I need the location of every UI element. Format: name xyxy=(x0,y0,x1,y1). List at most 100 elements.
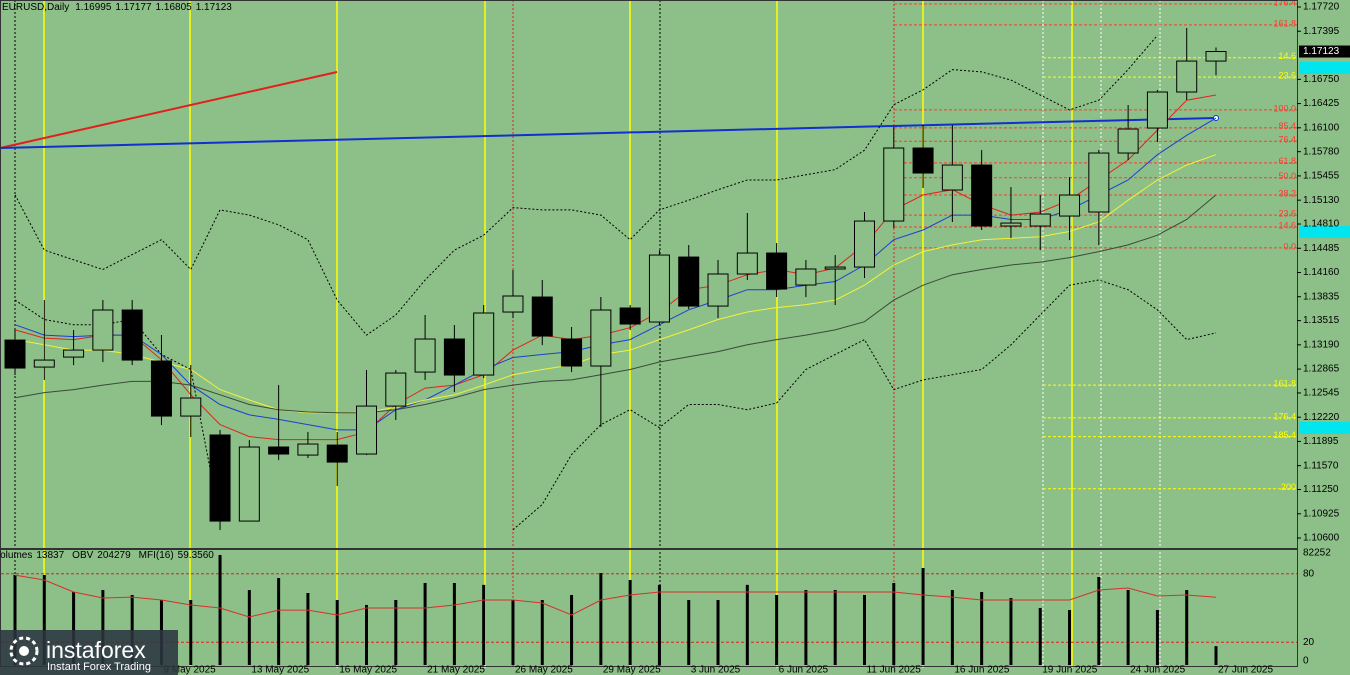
indicator-line xyxy=(14,154,1217,414)
fib-label: 200 xyxy=(1281,482,1296,492)
fib-label: 23.6 xyxy=(1278,208,1296,218)
candle-body xyxy=(4,339,26,369)
y-tick-label: 20 xyxy=(1303,637,1315,648)
y-tick-label: 1.12220 xyxy=(1303,412,1340,423)
candle-body xyxy=(268,446,290,455)
candle-body xyxy=(297,443,319,456)
candle-body xyxy=(824,266,846,270)
fib-label: 50.0 xyxy=(1278,171,1296,181)
readout-name: MFI(16) xyxy=(139,550,174,561)
candle-body xyxy=(1059,194,1081,217)
readout-value: 13837 xyxy=(36,550,64,561)
y-tick-label: 1.13515 xyxy=(1303,315,1340,326)
candle-body xyxy=(473,312,495,376)
candle-body xyxy=(1000,222,1022,227)
y-tick-label: 1.17720 xyxy=(1303,2,1340,13)
symbol: EURUSD,Daily xyxy=(2,2,69,13)
plot xyxy=(1,28,1297,665)
fib-label: 100.0 xyxy=(1273,103,1296,113)
y-tick-label: 1.14485 xyxy=(1303,243,1340,254)
vertical-markers xyxy=(14,0,1161,668)
candle-body xyxy=(531,296,553,337)
fib-label: 0.0 xyxy=(1283,241,1296,251)
fib-label: 38.2 xyxy=(1278,188,1296,198)
high-readout: 1.17177 xyxy=(115,2,152,13)
y2-tick-label: 82252 xyxy=(1303,548,1331,559)
y-tick-label: 1.15130 xyxy=(1303,195,1340,206)
y-tick-label: 1.10600 xyxy=(1303,533,1340,544)
candle-body xyxy=(209,434,231,522)
brand: instaforex xyxy=(46,637,146,663)
candle-body xyxy=(561,338,583,367)
x-tick-label: 11 Jun 2025 xyxy=(866,665,921,675)
y-tick-label: 1.13190 xyxy=(1303,339,1340,350)
y-tick-label: 80 xyxy=(1303,568,1315,579)
y-tick-label: 1.12545 xyxy=(1303,388,1340,399)
main-frame xyxy=(0,0,1298,549)
candle-body xyxy=(33,359,55,368)
indicator-line xyxy=(14,117,1217,431)
candle-body xyxy=(1205,51,1227,62)
y-tick-label: 1.16100 xyxy=(1303,122,1340,133)
x-tick-label: 27 Jun 2025 xyxy=(1218,665,1273,675)
price-marker xyxy=(1299,422,1350,434)
fib-label: 161.8 xyxy=(1273,378,1296,388)
candle-body xyxy=(766,252,788,290)
readout-value: 204279 xyxy=(97,550,131,561)
candle-body xyxy=(912,147,934,174)
y-tick-label: 1.16425 xyxy=(1303,98,1340,109)
candle-body xyxy=(150,360,172,417)
price-marker xyxy=(1299,226,1350,238)
close-readout: 1.17123 xyxy=(196,2,233,13)
indicator-frame xyxy=(0,549,1298,667)
candle-body xyxy=(443,338,465,376)
candle-body xyxy=(648,254,670,323)
candle-body xyxy=(971,164,993,227)
x-tick-label: 24 Jun 2025 xyxy=(1130,665,1185,675)
indicator-line xyxy=(14,94,1217,441)
y-tick-label: 1.15780 xyxy=(1303,146,1340,157)
readout-name: OBV xyxy=(72,550,93,561)
trend-line xyxy=(0,117,1217,149)
y-tick-label: 1.15455 xyxy=(1303,171,1340,182)
candle-body xyxy=(502,295,524,313)
fib-label: 185.4 xyxy=(1273,430,1296,440)
x-tick-label: 3 Jun 2025 xyxy=(691,665,741,675)
candle-body xyxy=(795,268,817,286)
candle-body xyxy=(941,164,963,191)
fib-label: 76.4 xyxy=(1278,135,1296,145)
fib-label: 14.6 xyxy=(1278,51,1296,61)
y-tick-label: 1.14160 xyxy=(1303,267,1340,278)
candle-body xyxy=(883,147,905,222)
y-tick-label: 1.17395 xyxy=(1303,26,1340,37)
trend-handle xyxy=(1213,115,1219,121)
indicator-line xyxy=(14,279,1217,531)
y-tick-label: 1.11250 xyxy=(1303,484,1339,495)
price-marker xyxy=(1299,62,1350,74)
mfi-line xyxy=(14,574,1217,618)
trend-line xyxy=(0,71,338,149)
fib-label: 85.4 xyxy=(1278,121,1296,131)
x-tick-label: 16 May 2025 xyxy=(339,665,397,675)
x-tick-label: 13 May 2025 xyxy=(251,665,309,675)
x-tick-label: 16 Jun 2025 xyxy=(954,665,1009,675)
candle-body xyxy=(238,446,260,522)
last-price-label: 1.17123 xyxy=(1303,46,1340,57)
candle-body xyxy=(1088,152,1110,213)
candle-body xyxy=(326,444,348,463)
fib-label: 176.4 xyxy=(1273,411,1296,421)
fib-label: 14.6 xyxy=(1278,220,1296,230)
y-tick-label: 1.16750 xyxy=(1303,74,1340,85)
readout-name: Volumes xyxy=(0,550,32,561)
logo-icon xyxy=(19,646,29,656)
readout-value: 59.3560 xyxy=(178,550,215,561)
watermark: instaforex Instant Forex Trading xyxy=(0,630,178,675)
candle-body xyxy=(92,309,114,351)
x-tick-label: 6 Jun 2025 xyxy=(779,665,829,675)
y-tick-label: 1.12865 xyxy=(1303,364,1340,375)
fib-label: 61.8 xyxy=(1278,156,1296,166)
candle-body xyxy=(180,397,202,417)
chart-header: EURUSD,Daily 1.16995 1.17177 1.16805 1.17123 xyxy=(2,2,232,13)
candle-body xyxy=(414,338,436,373)
